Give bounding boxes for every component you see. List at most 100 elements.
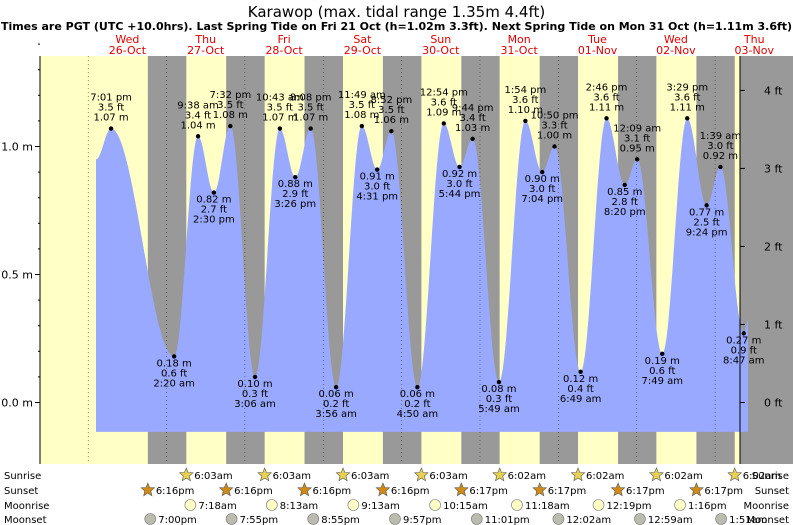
chart-title: Karawop (max. tidal range 1.35m 4.4ft): [248, 3, 545, 21]
chart-subtitle: Times are PGT (UTC +10.0hrs). Last Sprin…: [1, 20, 792, 33]
low-tide-dot: [211, 190, 217, 195]
sunrise-icon: [492, 467, 508, 482]
y-tick-label-ft: 0 ft: [764, 397, 783, 410]
day-of-week-label: Sat: [353, 33, 372, 46]
daylight-band: [734, 56, 740, 464]
high-tide-dot: [195, 134, 201, 139]
sunrise-icon: [570, 467, 586, 482]
high-tide-m-label: 1.06 m: [374, 115, 409, 126]
high-tide-dot: [470, 136, 475, 142]
sunset-time: 6:16pm: [391, 486, 430, 497]
high-tide-dot: [228, 123, 233, 129]
date-label: 01-Nov: [578, 44, 618, 57]
high-tide-ft-label: 3.4 ft: [459, 113, 485, 124]
high-tide-m-label: 1.10 m: [508, 105, 543, 116]
low-tide-time-label: 9:24 pm: [686, 227, 728, 238]
low-tide-time-label: 5:49 am: [478, 404, 520, 415]
high-tide-m-label: 1.07 m: [93, 113, 128, 124]
low-tide-ft-label: 0.9 ft: [731, 345, 757, 356]
sunrise-time: 6:03am: [194, 471, 232, 482]
sunset-icon: [140, 482, 156, 497]
low-tide-m-label: 0.91 m: [360, 172, 395, 183]
sunrise-time: 6:03am: [429, 471, 467, 482]
high-tide-time-label: 7:01 pm: [90, 93, 132, 104]
row-label-left: Moonrise: [4, 501, 49, 512]
date-label: 28-Oct: [265, 44, 303, 57]
moonset-time: 12:02am: [566, 515, 611, 525]
sunrise-icon: [413, 467, 429, 482]
day-of-week-label: Thu: [194, 33, 216, 46]
moonset-icon: [552, 513, 565, 525]
sunset-time: 6:17pm: [469, 486, 508, 497]
low-tide-m-label: 0.85 m: [607, 187, 642, 198]
high-tide-time-label: 2:46 pm: [586, 82, 628, 93]
row-label-right: Moonset: [747, 515, 790, 525]
low-tide-ft-label: 0.6 ft: [161, 368, 187, 379]
high-tide-m-label: 1.09 m: [426, 107, 461, 118]
high-tide-time-label: 8:52 pm: [370, 95, 412, 106]
moonrise-icon: [347, 499, 360, 511]
y-tick-label-ft: 4 ft: [764, 84, 783, 97]
high-tide-ft-label: 3.3 ft: [541, 121, 567, 132]
sunrise-time: 6:03am: [273, 471, 311, 482]
moonset-icon: [225, 513, 238, 525]
moonrise-time: 1:16pm: [688, 501, 727, 512]
high-tide-time-label: 10:50 pm: [530, 111, 578, 122]
day-of-week-label: Tue: [587, 33, 607, 46]
y-tick-label-m: 0.5 m: [1, 269, 33, 282]
sunset-icon: [610, 482, 626, 497]
moonset-icon: [389, 513, 401, 525]
high-tide-ft-label: 3.5 ft: [267, 103, 293, 114]
high-tide-m-label: 1.07 m: [293, 113, 328, 124]
high-tide-dot: [523, 118, 528, 124]
low-tide-ft-label: 2.9 ft: [282, 189, 308, 200]
sunrise-icon: [335, 467, 351, 482]
high-tide-time-label: 9:38 am: [177, 100, 219, 111]
day-labels: Wed26-OctThu27-OctFri28-OctSat29-OctSun3…: [109, 33, 775, 57]
high-tide-ft-label: 3.6 ft: [674, 92, 700, 103]
low-tide-dot: [252, 374, 258, 380]
date-label: 02-Nov: [656, 44, 696, 57]
high-tide-dot: [308, 126, 313, 131]
y-tick-label-ft: 3 ft: [764, 162, 783, 175]
low-tide-m-label: 0.27 m: [726, 335, 761, 346]
high-tide-dot: [718, 164, 723, 170]
sunset-time: 6:17pm: [626, 486, 665, 497]
low-tide-dot: [293, 175, 298, 180]
high-tide-m-label: 0.95 m: [620, 143, 655, 154]
low-tide-time-label: 4:31 pm: [356, 192, 398, 203]
low-tide-dot: [496, 379, 502, 385]
high-tide-dot: [685, 116, 690, 121]
day-of-week-label: Wed: [115, 33, 139, 46]
sun-moon-rows: Sunrise Sunrise Sunset Sunset Moonrise Moonri…: [4, 467, 790, 525]
low-tide-m-label: 0.77 m: [689, 207, 724, 218]
low-tide-ft-label: 2.5 ft: [693, 217, 719, 228]
high-tide-time-label: 12:09 am: [613, 123, 661, 134]
high-tide-m-label: 1.11 m: [589, 102, 624, 113]
high-tide-time-label: 7:32 pm: [209, 90, 251, 101]
low-tide-dot: [540, 169, 545, 175]
moonset-icon: [715, 513, 727, 525]
day-of-week-label: Thu: [743, 33, 765, 46]
low-tide-dot: [333, 384, 339, 390]
low-tide-ft-label: 3.0 ft: [364, 182, 390, 193]
moonset-icon: [470, 513, 483, 525]
moonrise-time: 11:18am: [525, 501, 570, 512]
sunrise-time: 6:02am: [664, 471, 702, 482]
low-tide-m-label: 0.18 m: [157, 358, 192, 369]
moonrise-time: 8:13am: [280, 501, 318, 512]
row-label-right: Sunrise: [752, 471, 789, 482]
low-tide-time-label: 3:56 am: [315, 409, 357, 420]
sunset-icon: [218, 482, 234, 497]
sunrise-time: 6:02am: [586, 471, 624, 482]
sunset-time: 6:17pm: [704, 486, 743, 497]
sunrise-time: 6:03am: [351, 471, 389, 482]
low-tide-ft-label: 0.4 ft: [567, 384, 593, 395]
high-tide-ft-label: 3.5 ft: [378, 105, 404, 116]
tide-events: 7:01 pm3.5 ft1.07 m0.18 m0.6 ft2:20 am9:…: [90, 82, 764, 420]
low-tide-dot: [171, 354, 177, 359]
date-label: 27-Oct: [187, 44, 225, 57]
low-tide-time-label: 2:30 pm: [193, 215, 235, 226]
sunset-time: 6:16pm: [234, 486, 273, 497]
high-tide-time-label: 1:39 am: [700, 131, 742, 142]
